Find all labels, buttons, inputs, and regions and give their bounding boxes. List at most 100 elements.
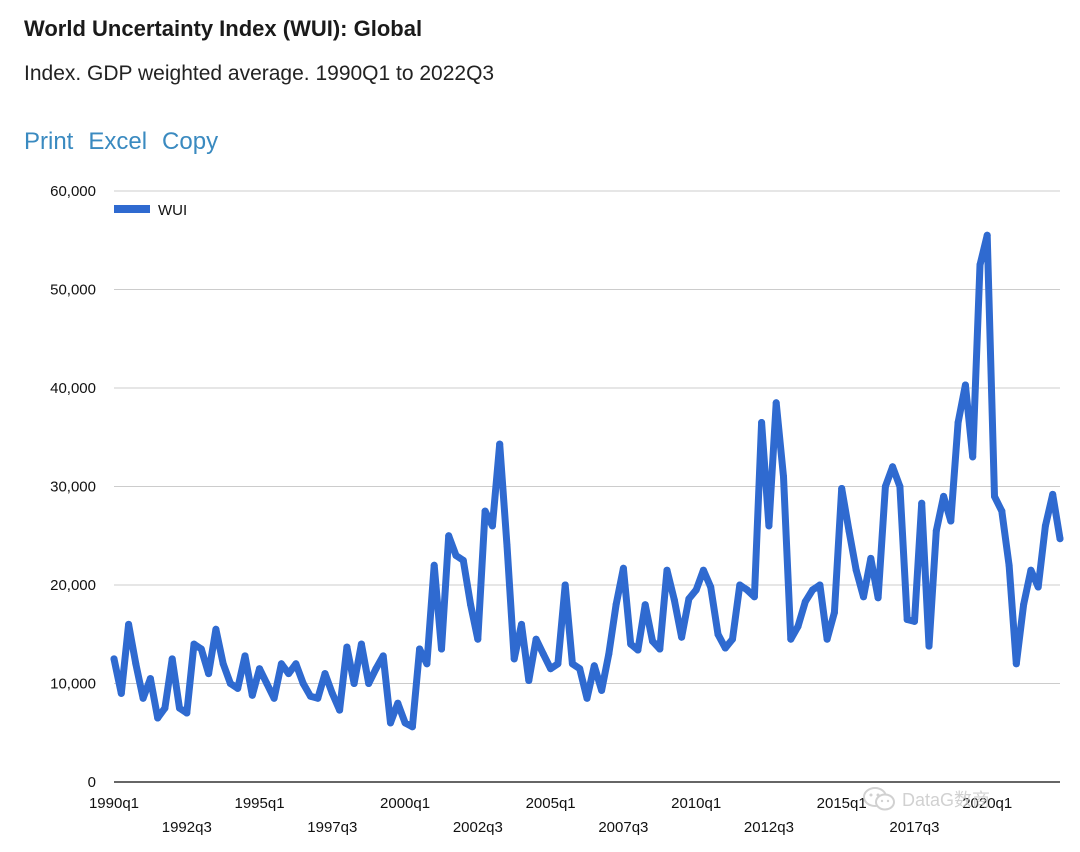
data-point [845,527,853,535]
data-point [881,483,889,490]
x-tick-label: 2012q3 [744,819,794,836]
data-point [161,704,169,712]
data-point [911,617,918,625]
data-point [816,581,824,589]
data-point [641,601,649,609]
data-point [241,652,249,660]
data-point [721,644,729,652]
print-link[interactable]: Print [24,128,74,155]
data-point [445,532,453,540]
y-tick-label: 20,000 [50,577,96,594]
data-point [823,635,831,643]
x-tick-label: 2015q1 [817,795,867,812]
data-point [525,677,533,684]
y-tick-label: 50,000 [50,282,96,299]
data-point [234,684,242,692]
x-tick-label: 2005q1 [526,795,576,812]
data-point [321,670,329,678]
data-point [430,561,438,569]
data-point [226,680,234,687]
data-point [612,601,620,609]
data-point [765,522,773,530]
wechat-icon [863,787,895,811]
series-line-wui [110,231,1064,731]
data-point [758,419,766,426]
data-point [809,586,817,594]
data-point [605,650,613,658]
data-point [976,261,984,269]
data-point [656,645,664,653]
data-point [481,507,489,515]
legend-label-wui: WUI [158,202,187,219]
gridlines [114,190,1060,684]
x-tick-label: 2000q1 [380,795,430,812]
data-point [918,499,926,507]
x-tick-label: 2010q1 [671,795,721,812]
copy-link[interactable]: Copy [162,128,219,155]
watermark-text: DataG数商 [902,790,991,810]
data-point [969,453,977,461]
data-point [568,660,576,668]
data-point [838,485,846,492]
data-point [1034,583,1042,591]
data-point [292,660,300,668]
data-point [212,625,220,633]
x-tick-label: 2002q3 [453,819,503,836]
data-point [547,665,555,673]
data-point [110,655,118,663]
y-tick-label: 40,000 [50,380,96,397]
data-point [357,640,365,648]
data-point [299,680,307,687]
data-point [408,723,416,731]
data-point [132,660,140,668]
data-point [190,640,198,648]
x-tick-label: 1992q3 [162,819,212,836]
data-point [598,686,606,694]
data-point [561,581,569,589]
data-point [263,680,271,687]
series-layer [110,231,1064,731]
data-point [205,670,213,678]
data-point [314,694,322,702]
data-point [328,689,336,697]
data-point [947,517,955,525]
data-point [394,699,402,707]
x-tick-label: 1995q1 [235,795,285,812]
y-tick-label: 0 [88,774,96,791]
data-point [1056,535,1064,543]
data-point [787,635,795,643]
data-point [146,675,154,683]
data-point [714,630,722,638]
data-point [496,440,504,448]
data-point [998,507,1006,515]
data-point [197,645,205,653]
data-point [1020,601,1028,609]
data-point [736,581,744,589]
data-point [649,637,656,645]
data-point [750,593,758,601]
y-tick-label: 10,000 [50,676,96,693]
data-point [154,714,162,722]
data-point [365,680,373,687]
data-point [503,542,511,550]
data-point [889,463,897,471]
data-point [619,564,627,572]
data-point [438,645,445,653]
data-point [1005,561,1013,569]
data-point [459,556,467,564]
data-point [699,566,707,574]
data-point [830,609,838,617]
data-point [183,709,191,717]
data-point [176,704,183,712]
data-point [583,694,591,702]
data-point [801,598,809,606]
data-point [139,694,147,702]
data-point [860,593,867,601]
excel-link[interactable]: Excel [88,128,148,155]
data-point [874,594,882,602]
data-point [401,719,409,727]
data-point [125,620,133,628]
data-point [940,492,948,500]
data-point [896,483,904,490]
data-point [772,399,780,407]
